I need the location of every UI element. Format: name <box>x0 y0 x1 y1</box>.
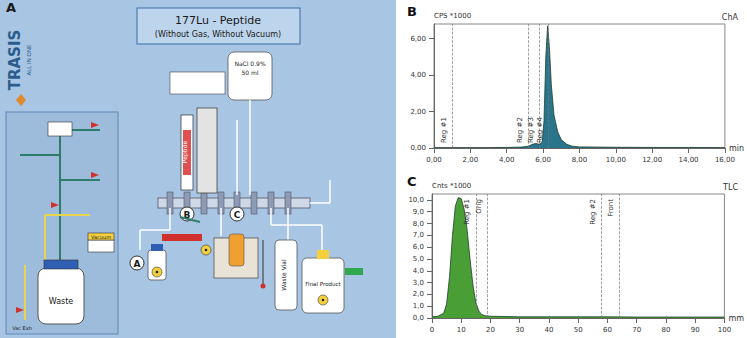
svg-text:3,0: 3,0 <box>413 279 424 287</box>
svg-text:A: A <box>134 259 141 269</box>
svg-text:40: 40 <box>545 326 554 334</box>
svg-text:10,0: 10,0 <box>408 196 424 204</box>
svg-text:177Lu - Peptide: 177Lu - Peptide <box>175 14 261 27</box>
svg-text:Reg #1: Reg #1 <box>440 117 448 143</box>
svg-text:B: B <box>407 4 417 19</box>
svg-text:Reg #2: Reg #2 <box>516 117 524 143</box>
svg-text:50 ml: 50 ml <box>241 69 258 76</box>
svg-text:4,00: 4,00 <box>499 156 515 164</box>
svg-text:100: 100 <box>718 326 731 334</box>
svg-text:2,00: 2,00 <box>463 156 479 164</box>
svg-text:30: 30 <box>515 326 524 334</box>
svg-text:9,0: 9,0 <box>413 208 424 216</box>
svg-text:Waste: Waste <box>49 297 74 306</box>
svg-text:Cnts *1000: Cnts *1000 <box>432 182 471 190</box>
svg-text:Vacuum: Vacuum <box>91 234 111 240</box>
svg-text:10,00: 10,00 <box>606 156 626 164</box>
svg-text:CPS *1000: CPS *1000 <box>434 12 471 20</box>
svg-text:Reg #2: Reg #2 <box>589 199 597 225</box>
svg-text:Final Product: Final Product <box>305 281 341 287</box>
svg-text:Orig: Orig <box>475 199 483 214</box>
svg-text:B: B <box>183 209 191 220</box>
svg-text:0,00: 0,00 <box>426 156 442 164</box>
svg-text:50: 50 <box>574 326 583 334</box>
svg-text:min: min <box>729 144 744 153</box>
svg-text:Reg #4: Reg #4 <box>536 117 544 143</box>
svg-text:8,00: 8,00 <box>572 156 588 164</box>
svg-text:6,0: 6,0 <box>413 243 424 251</box>
svg-text:10: 10 <box>457 326 466 334</box>
svg-text:0,00: 0,00 <box>410 144 426 152</box>
svg-text:ChA: ChA <box>722 13 739 22</box>
svg-text:1,0: 1,0 <box>413 302 424 310</box>
svg-text:6,00: 6,00 <box>410 35 426 43</box>
svg-text:16,00: 16,00 <box>715 156 735 164</box>
svg-text:5,0: 5,0 <box>413 255 424 263</box>
svg-text:8,0: 8,0 <box>413 220 424 228</box>
svg-text:C: C <box>234 210 241 220</box>
svg-text:mm: mm <box>728 314 744 323</box>
svg-text:C: C <box>407 174 417 189</box>
svg-text:70: 70 <box>632 326 641 334</box>
svg-text:4,0: 4,0 <box>413 267 424 275</box>
svg-text:14,00: 14,00 <box>679 156 699 164</box>
svg-text:0,0: 0,0 <box>413 314 424 322</box>
svg-text:(Without Gas, Without Vacuum): (Without Gas, Without Vacuum) <box>155 30 281 39</box>
svg-text:4,00: 4,00 <box>410 71 426 79</box>
svg-text:TLC: TLC <box>722 183 738 192</box>
svg-text:Vac Exh: Vac Exh <box>12 325 32 331</box>
svg-text:Front: Front <box>607 199 615 217</box>
svg-text:90: 90 <box>691 326 700 334</box>
svg-text:6,00: 6,00 <box>535 156 551 164</box>
svg-text:7,0: 7,0 <box>413 231 424 239</box>
svg-text:80: 80 <box>661 326 670 334</box>
svg-text:TRASIS: TRASIS <box>6 30 24 91</box>
svg-text:20: 20 <box>486 326 495 334</box>
svg-text:2,0: 2,0 <box>413 290 424 298</box>
svg-text:Reg #3: Reg #3 <box>527 117 535 143</box>
svg-text:12,00: 12,00 <box>642 156 662 164</box>
svg-text:2,00: 2,00 <box>410 108 426 116</box>
svg-text:NaCl 0.9%: NaCl 0.9% <box>234 60 265 67</box>
svg-text:Peptide: Peptide <box>181 140 189 163</box>
svg-text:ALL IN ONE: ALL IN ONE <box>26 44 32 76</box>
svg-text:60: 60 <box>603 326 612 334</box>
svg-text:A: A <box>6 0 16 15</box>
svg-text:Waste Vial: Waste Vial <box>280 259 287 291</box>
svg-text:Reg #1: Reg #1 <box>463 199 471 225</box>
svg-text:0: 0 <box>430 326 434 334</box>
